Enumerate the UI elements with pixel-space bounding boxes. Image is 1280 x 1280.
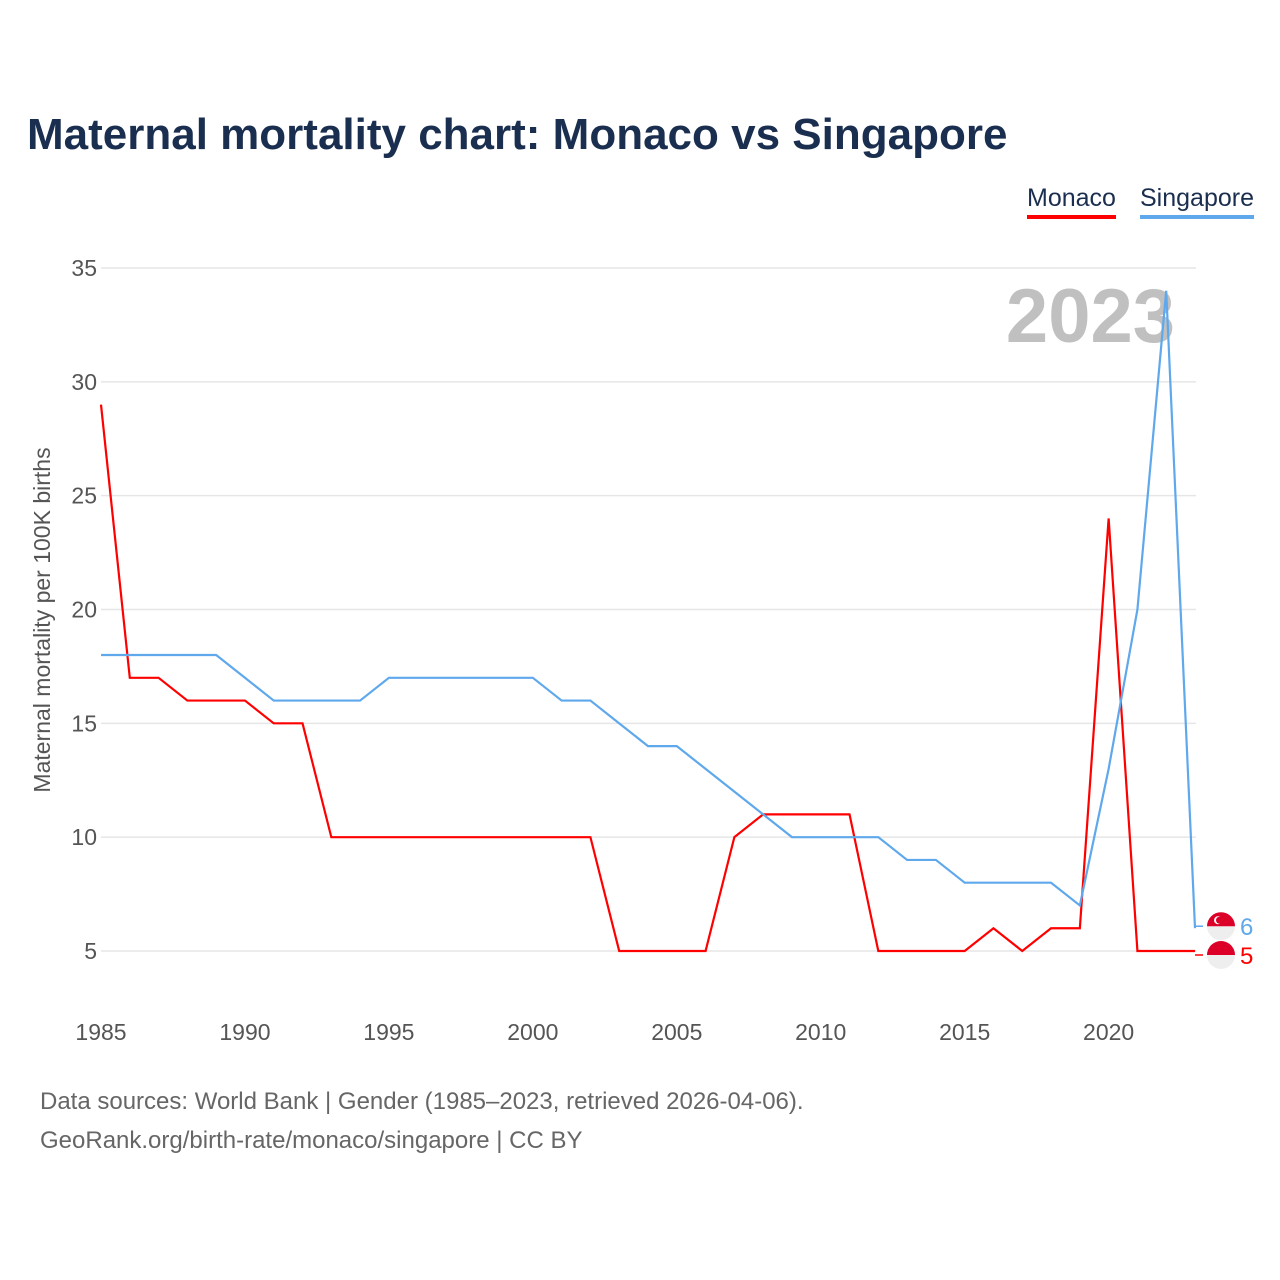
- y-tick-label: 35: [71, 255, 97, 281]
- y-tick-label: 20: [71, 597, 97, 623]
- legend-singapore[interactable]: Singapore: [1140, 184, 1254, 219]
- flag-crescent-cut: [1216, 916, 1223, 924]
- legend-monaco[interactable]: Monaco: [1027, 184, 1116, 219]
- footer-link[interactable]: GeoRank.org/birth-rate/monaco/singapore …: [40, 1127, 583, 1154]
- x-tick-label: 2020: [1083, 1019, 1134, 1045]
- y-tick-label: 25: [71, 483, 97, 509]
- end-value-label-monaco: 5: [1240, 943, 1253, 970]
- end-value-label-singapore: 6: [1240, 914, 1253, 941]
- y-axis-label: Maternal mortality per 100K births: [29, 447, 55, 792]
- series-line-monaco: [99, 404, 1195, 953]
- x-tick-label: 1990: [219, 1019, 270, 1045]
- x-tick-label: 1985: [75, 1019, 126, 1045]
- x-tick-label: 2005: [651, 1019, 702, 1045]
- y-tick-label: 10: [71, 824, 97, 850]
- y-tick-label: 15: [71, 710, 97, 736]
- flag-top-half: [1207, 941, 1235, 955]
- series-line-singapore: [101, 290, 1197, 929]
- x-tick-label: 1995: [363, 1019, 414, 1045]
- y-tick-label: 30: [71, 369, 97, 395]
- chart-title: Maternal mortality chart: Monaco vs Sing…: [27, 110, 1008, 159]
- footer-sources: Data sources: World Bank | Gender (1985–…: [40, 1088, 804, 1115]
- y-tick-label: 5: [84, 938, 97, 964]
- x-tick-label: 2000: [507, 1019, 558, 1045]
- x-tick-label: 2015: [939, 1019, 990, 1045]
- x-tick-label: 2010: [795, 1019, 846, 1045]
- year-watermark: 2023: [1006, 274, 1175, 359]
